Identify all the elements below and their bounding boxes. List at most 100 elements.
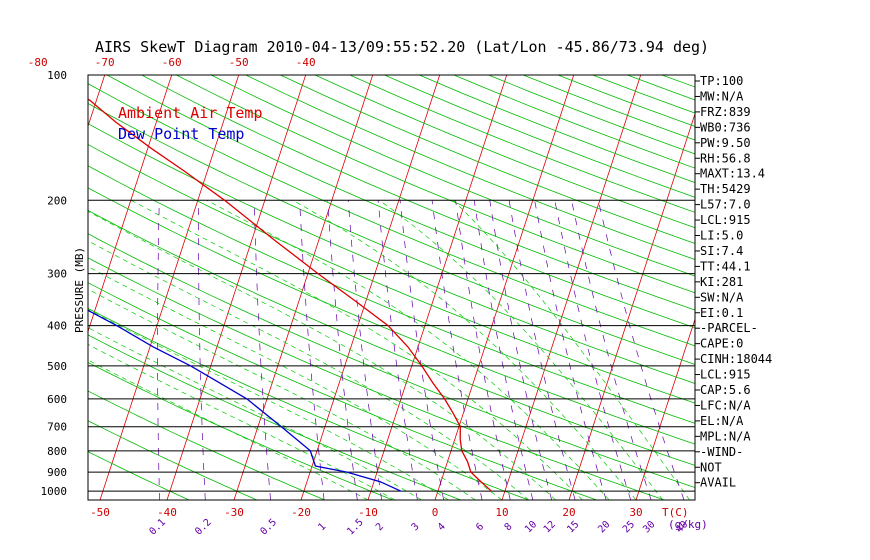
stability-index-label: MPL:N/A (700, 429, 751, 443)
pressure-tick-label: 600 (47, 393, 67, 406)
legend-dew-point-temp: Dew Point Temp (118, 125, 244, 143)
bottom-temperature-tick-labels: -50 -40 -30 -20 -10 0 10 20 30 (90, 506, 643, 519)
moist-adiabat-line (88, 240, 530, 500)
mixing-ratio-tick: 2 (374, 521, 386, 533)
top-temp-tick: -50 (229, 56, 249, 69)
profiles (88, 98, 492, 492)
moist-adiabat-line (88, 288, 476, 500)
isobars (88, 199, 695, 492)
isotherm-line (837, 75, 870, 500)
mixing-ratio-line (157, 200, 160, 500)
dry-adiabat-line (88, 334, 461, 500)
bottom-temp-tick: 0 (432, 506, 439, 519)
moist-adiabat-line (88, 266, 503, 500)
mixing-ratio-line (347, 200, 383, 500)
mixing-ratio-labels: 0.1 0.2 0.5 1 1.5 2 3 4 6 8 10 12 15 20 25 30 40 (148, 517, 691, 538)
legend-ambient-air-temp: Ambient Air Temp (118, 104, 263, 122)
mixing-ratio-tick: 4 (436, 521, 448, 533)
mixing-ratio-line (554, 200, 632, 500)
mixing-ratio-line (431, 200, 483, 500)
pressure-tick-label: 700 (47, 421, 67, 434)
moist-adiabat-line (88, 210, 556, 500)
mixing-ratio-line (534, 200, 607, 500)
background-lines (0, 75, 870, 500)
mixing-ratio-tick: 1 (316, 521, 328, 533)
top-temp-tick: -60 (162, 56, 182, 69)
top-temperature-tick-labels: -120-110-100-90-80-70-60-50-40 (28, 56, 316, 69)
dry-adiabat-line (176, 75, 695, 294)
top-temp-tick: -40 (296, 56, 316, 69)
dry-adiabat-line (106, 75, 695, 329)
dry-adiabat-line (453, 75, 695, 169)
mixing-ratio-line (253, 200, 271, 500)
stability-index-label: LFC:N/A (700, 398, 751, 412)
stability-index-label: TP:100 (700, 74, 743, 88)
top-temp-tick: -80 (28, 56, 48, 69)
stability-index-label: TH:5429 (700, 182, 751, 196)
mixing-ratio-line (399, 200, 445, 500)
mixing-ratio-tick: 0.1 (148, 517, 169, 538)
mixing-ratio-line (473, 200, 534, 500)
temperature-profile-line (88, 98, 492, 492)
stability-index-label: NOT (700, 460, 722, 474)
mixing-ratio-tick: 8 (503, 521, 515, 533)
dry-adiabat-line (88, 257, 665, 500)
mixing-ratio-tick: 20 (596, 519, 612, 535)
mixing-ratio-unit-label: (g/kg) (668, 518, 708, 531)
mixing-ratio-tick: 15 (565, 519, 581, 535)
bottom-temp-tick: -10 (358, 506, 378, 519)
stability-index-label: LCL:915 (700, 213, 751, 227)
dry-adiabat-line (88, 307, 529, 500)
dry-adiabat-line (314, 75, 695, 229)
moist-adiabat-line (379, 200, 664, 500)
mixing-ratio-tick: 3 (410, 521, 422, 533)
stability-index-label: L57:7.0 (700, 198, 751, 212)
mixing-ratio-line (198, 200, 206, 500)
stability-index-label: SI:7.4 (700, 244, 743, 258)
dry-adiabat-line (88, 165, 695, 424)
moist-adiabat-line (130, 199, 583, 500)
dry-adiabat-line (661, 75, 695, 88)
mixing-ratio-tick: 12 (542, 519, 558, 535)
isotherm-line (770, 75, 870, 500)
bottom-temp-tick: -20 (291, 506, 311, 519)
moist-adiabat-line (88, 343, 395, 500)
stability-index-label: LCL:915 (700, 368, 751, 382)
mixing-ratio-tick: 6 (474, 521, 486, 533)
mixing-ratio-line (489, 200, 553, 500)
dry-adiabat-line (88, 210, 695, 466)
temperature-unit-label: T(C) (662, 506, 689, 519)
top-temp-tick: -70 (95, 56, 115, 69)
moist-adiabat-line (453, 200, 690, 500)
dry-adiabat-line (88, 187, 695, 445)
isotherm-line (300, 75, 441, 500)
dry-adiabat-line (384, 75, 695, 198)
mixing-ratio-line (597, 200, 685, 500)
bottom-temp-tick: 20 (562, 506, 575, 519)
dry-adiabat-line (88, 420, 258, 500)
mixing-ratio-line (377, 200, 418, 500)
chart-title: AIRS SkewT Diagram 2010-04-13/09:55:52.2… (95, 38, 709, 56)
stability-index-label: RH:56.8 (700, 151, 751, 165)
isotherm-line (0, 75, 38, 500)
dry-adiabat-line (88, 102, 695, 365)
bottom-temp-tick: -30 (224, 506, 244, 519)
pressure-tick-label: 1000 (41, 485, 68, 498)
stability-index-label: SW:N/A (700, 290, 744, 304)
stability-index-label: EL:N/A (700, 414, 744, 428)
stability-index-label: KI:281 (700, 275, 743, 289)
mixing-ratio-tick: 1.5 (345, 517, 366, 538)
dry-adiabat-line (731, 75, 870, 500)
bottom-temp-tick: -40 (157, 506, 177, 519)
pressure-tick-label: 400 (47, 320, 67, 333)
dry-adiabat-line (88, 451, 190, 500)
bottom-temp-tick: -50 (90, 506, 110, 519)
mixing-ratio-line (455, 200, 511, 500)
stability-index-label: FRZ:839 (700, 105, 751, 119)
stability-index-label: PW:9.50 (700, 136, 751, 150)
pressure-tick-label: 300 (47, 268, 67, 281)
mixing-ratio-tick: 25 (621, 519, 637, 535)
dry-adiabat-line (245, 75, 695, 260)
